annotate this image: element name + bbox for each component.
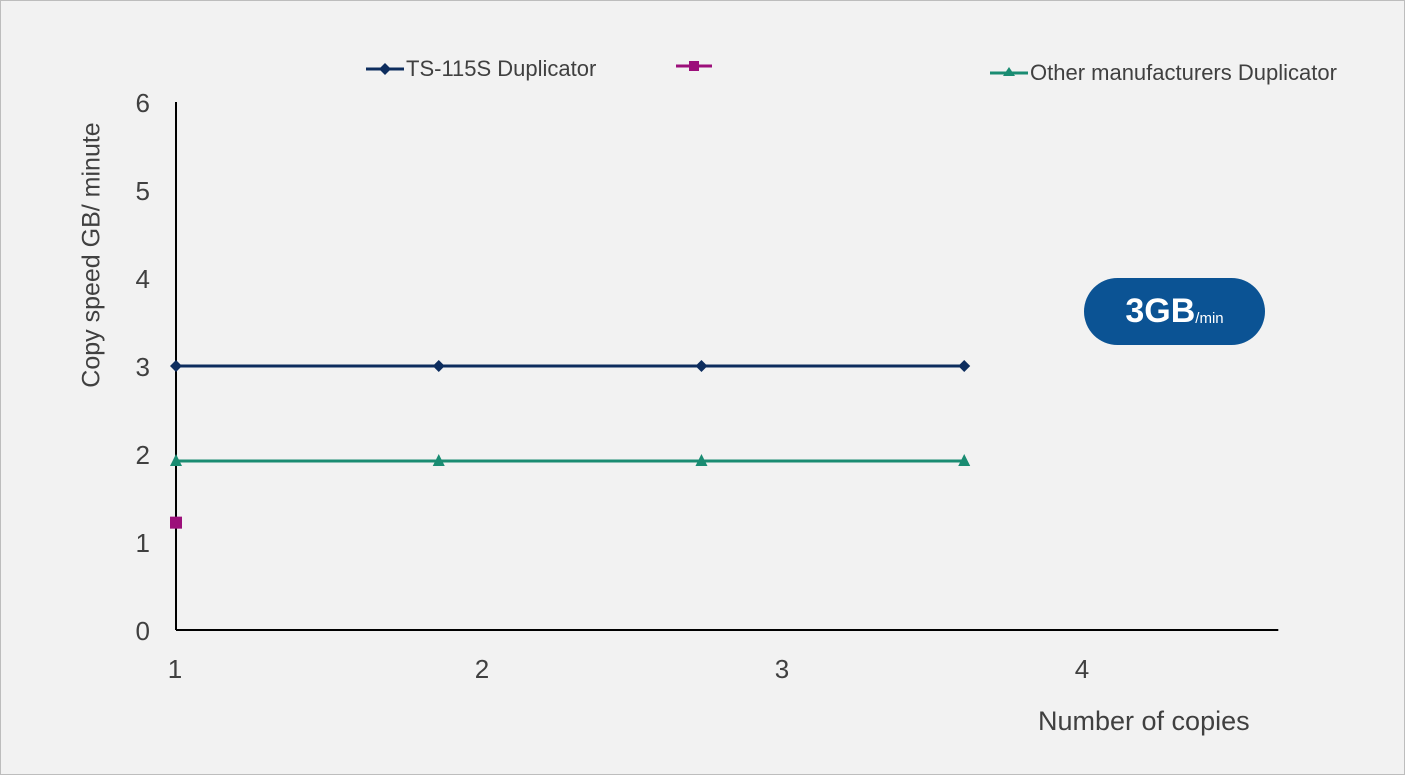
data-point-diamond [170, 360, 182, 372]
data-point-square [170, 516, 182, 529]
x-tick-label: 2 [475, 654, 489, 684]
data-point-triangle [695, 454, 708, 467]
data-point-triangle [958, 454, 971, 467]
data-point-triangle [432, 454, 445, 467]
square-marker-icon [676, 61, 712, 71]
y-axis-label: Copy speed GB/ minute [77, 122, 106, 388]
diamond-marker-icon [366, 63, 404, 75]
x-tick-label: 3 [775, 654, 789, 684]
legend-item-ts115s: TS-115S Duplicator [366, 56, 596, 82]
speed-value: 3GB [1125, 292, 1196, 330]
y-tick-label: 5 [136, 176, 150, 206]
y-tick-label: 1 [136, 528, 150, 558]
legend-item-unnamed [676, 56, 716, 76]
data-point-diamond [958, 360, 971, 372]
y-tick-label: 2 [136, 440, 150, 470]
y-tick-label: 3 [136, 352, 150, 382]
y-tick-label: 0 [136, 616, 150, 646]
speed-badge: 3GB/min [1084, 278, 1265, 345]
y-tick-label: 4 [136, 264, 150, 294]
data-point-diamond [695, 360, 708, 372]
data-point-diamond [432, 360, 445, 372]
legend-label: Other manufacturers Duplicator [1030, 60, 1337, 85]
legend-item-other: Other manufacturers Duplicator [990, 60, 1337, 86]
data-point-triangle [170, 454, 182, 467]
speed-unit: /min [1195, 310, 1224, 327]
legend-label: TS-115S Duplicator [406, 56, 597, 81]
triangle-marker-icon [990, 67, 1028, 76]
x-tick-label: 1 [168, 654, 182, 684]
x-tick-label: 4 [1075, 654, 1089, 684]
y-tick-label: 6 [136, 88, 150, 118]
x-axis-label: Number of copies [1038, 706, 1250, 736]
